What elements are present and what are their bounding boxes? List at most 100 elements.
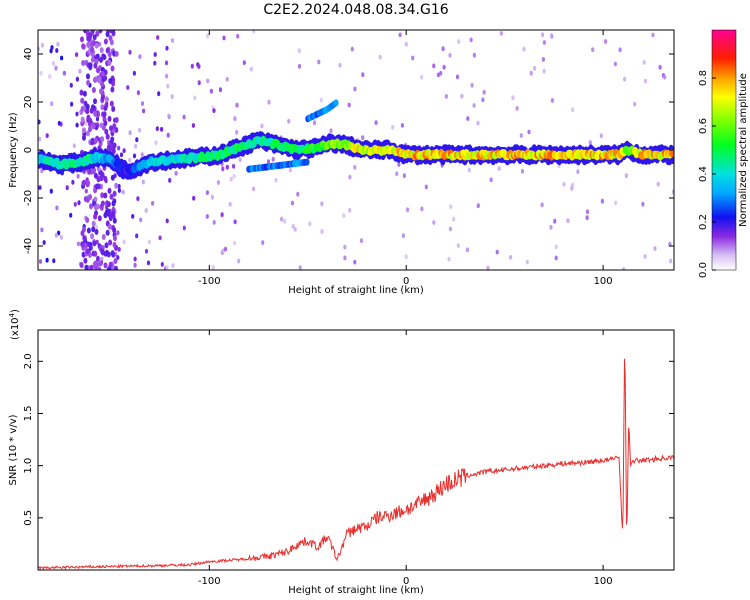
- spectrogram-cell: [397, 162, 401, 167]
- spectrogram-cell: [297, 48, 301, 54]
- spectrogram-y-label: Frequency (Hz): [8, 112, 19, 188]
- spectrogram-cell: [100, 70, 105, 77]
- spectrogram-cell: [298, 265, 302, 270]
- spectrogram-cell: [109, 39, 114, 46]
- spectrogram-cell: [520, 168, 525, 174]
- spectrogram-cell: [541, 57, 546, 62]
- spectrogram-cell: [110, 65, 115, 72]
- spectrogram-cell: [157, 91, 161, 97]
- spectrogram-cell: [93, 250, 98, 257]
- y-tick-label: 1.0: [23, 458, 34, 474]
- spectrogram-cell: [95, 116, 100, 122]
- spectrogram-cell: [86, 227, 91, 234]
- spectrogram-cell: [102, 54, 107, 61]
- spectrogram-cell: [89, 203, 93, 210]
- spectrogram-cell: [128, 130, 132, 136]
- spectrogram-cell: [38, 136, 42, 142]
- spectrogram-cell: [553, 218, 557, 224]
- spectrogram-cell: [470, 82, 474, 88]
- colorbar-tick-label: 0.0: [698, 262, 709, 278]
- y-tick-label: -20: [23, 190, 34, 206]
- spectrogram-cell: [90, 233, 94, 240]
- spectrogram-cell: [406, 207, 410, 213]
- spectrogram-cell: [158, 235, 162, 241]
- spectrogram-cell: [128, 157, 132, 163]
- spectrogram-cell: [75, 76, 79, 82]
- spectrogram-cell: [112, 217, 117, 224]
- snr-y-ticks: 0.5 1.0 1.5 2.0: [23, 353, 674, 526]
- spectrogram-cell: [104, 128, 109, 135]
- spectrogram-cell: [88, 32, 93, 39]
- spectrogram-cell: [160, 126, 164, 132]
- spectrogram-cell: [171, 263, 175, 268]
- spectrogram-cell: [91, 123, 96, 130]
- spectrogram-cell: [296, 191, 300, 197]
- spectrogram-cell: [252, 30, 256, 34]
- spectrogram-cell: [84, 121, 88, 126]
- spectrogram-cell: [103, 212, 108, 219]
- spectrogram-cell: [110, 136, 115, 143]
- spectrogram-cell: [566, 218, 570, 224]
- spectrogram-cell: [633, 101, 637, 107]
- spectrogram-cell: [205, 214, 209, 219]
- spectrogram-cell: [509, 255, 513, 260]
- spectrogram-cell: [359, 238, 364, 244]
- y-tick-label: 1.5: [23, 406, 34, 422]
- spectrogram-cell: [80, 241, 85, 248]
- spectrogram-cell: [600, 198, 605, 204]
- spectrogram-cell: [235, 102, 239, 108]
- spectrogram-cell: [83, 242, 88, 249]
- spectrogram-y-ticks: -40 -20 0 20 40: [23, 48, 674, 254]
- spectrogram-cell: [91, 226, 96, 233]
- spectrogram-cell: [519, 133, 523, 138]
- spectrogram-x-label: Height of straight line (km): [288, 285, 424, 296]
- spectrogram-cell: [105, 200, 110, 207]
- spectrogram-cell: [83, 257, 88, 264]
- spectrogram-cell: [93, 62, 98, 69]
- spectrogram-cell: [126, 85, 130, 90]
- spectrogram-cell: [261, 240, 265, 246]
- spectrogram-cell: [54, 232, 59, 238]
- spectrogram-cell: [42, 240, 46, 245]
- spectrogram-cell: [212, 108, 216, 113]
- spectrogram-cell: [104, 102, 109, 109]
- spectrogram-cell: [117, 184, 121, 189]
- spectrogram-cell: [529, 70, 533, 76]
- spectrogram-cell: [141, 179, 145, 185]
- spectrogram-cell: [622, 267, 626, 270]
- y-tick-label: 20: [23, 96, 34, 109]
- spectrogram-cell: [82, 134, 86, 141]
- spectrogram-cell: [401, 233, 405, 239]
- spectrogram-cell: [93, 196, 98, 203]
- spectrogram-cell: [193, 95, 197, 101]
- spectrogram-cell: [111, 210, 116, 217]
- spectrogram-cell: [613, 61, 618, 67]
- spectrogram-cell: [112, 241, 117, 248]
- spectrogram-cell: [642, 60, 646, 65]
- spectrogram-cell: [182, 225, 186, 231]
- spectrogram-cell: [481, 97, 485, 103]
- spectrogram-cell: [50, 45, 54, 50]
- spectrogram-cell: [104, 96, 109, 103]
- spectrogram-cell: [353, 259, 357, 265]
- spectrogram-cell: [154, 140, 158, 146]
- spectrogram-cell: [442, 64, 446, 70]
- svg-text:(x104): (x104): [8, 309, 21, 340]
- snr-x-ticks: -100 0 100: [198, 330, 613, 587]
- spectrogram-cell: [197, 80, 201, 86]
- spectrogram-cell: [167, 114, 171, 120]
- spectrogram-cell: [80, 97, 85, 104]
- spectrogram-cell: [591, 47, 595, 52]
- spectrogram-cell: [206, 33, 210, 39]
- spectrogram-cell: [166, 83, 170, 89]
- spectrogram-cell: [70, 101, 74, 107]
- spectrogram-cell: [395, 171, 399, 177]
- spectrogram-cell: [651, 32, 655, 38]
- spectrogram-cell: [235, 129, 239, 135]
- spectrogram-cell: [90, 139, 95, 146]
- spectrogram-cell: [92, 240, 97, 247]
- spectrogram-cell: [90, 41, 95, 48]
- spectrogram-cell: [88, 62, 93, 69]
- spectrogram-cell: [472, 103, 476, 108]
